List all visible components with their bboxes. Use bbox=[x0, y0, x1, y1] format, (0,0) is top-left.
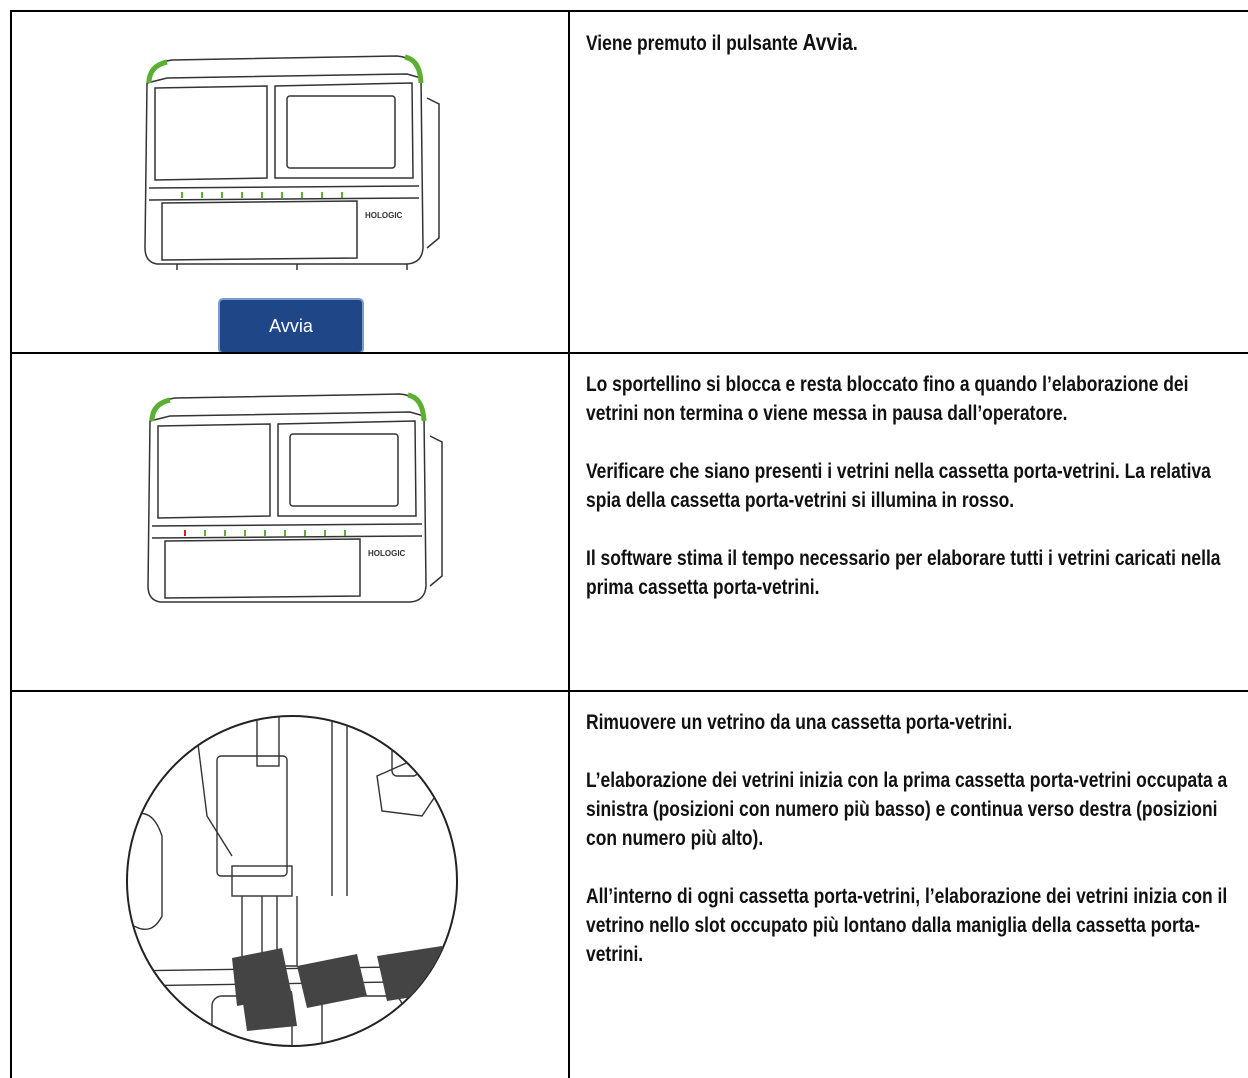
cell-text: Viene premuto il pulsante Avvia. bbox=[586, 28, 1242, 87]
text-cell: Rimuovere un vetrino da una cassetta por… bbox=[568, 690, 1248, 1078]
image-cell: HOLOGIC bbox=[10, 352, 570, 692]
paragraph: Rimuovere un vetrino da una cassetta por… bbox=[586, 711, 1013, 734]
cell-text: Lo sportellino si blocca e resta bloccat… bbox=[586, 370, 1242, 631]
paragraph: Il software stima il tempo necessario pe… bbox=[586, 547, 1221, 599]
emphasis: Avvia bbox=[802, 29, 853, 55]
paragraph: All’interno di ogni cassetta porta-vetri… bbox=[586, 885, 1228, 966]
instrument-illustration: HOLOGIC bbox=[144, 54, 440, 270]
image-cell bbox=[10, 690, 570, 1078]
paragraph: Verificare che siano presenti i vetrini … bbox=[586, 460, 1211, 512]
brand-label: HOLOGIC bbox=[365, 211, 403, 220]
brand-label: HOLOGIC bbox=[368, 549, 406, 558]
text-cell: Lo sportellino si blocca e resta bloccat… bbox=[568, 352, 1248, 692]
paragraph: Viene premuto il pulsante Avvia. bbox=[586, 28, 1242, 58]
paragraph: L’elaborazione dei vetrini inizia con la… bbox=[586, 769, 1228, 850]
instrument-illustration: HOLOGIC bbox=[147, 392, 443, 603]
text-cell: Viene premuto il pulsante Avvia. bbox=[568, 10, 1248, 354]
image-cell: HOLOGIC Avvia bbox=[10, 10, 570, 354]
start-button[interactable]: Avvia bbox=[218, 298, 364, 354]
text: . bbox=[852, 32, 858, 55]
cell-text: Rimuovere un vetrino da una cassetta por… bbox=[586, 708, 1242, 998]
text: Viene premuto il pulsante bbox=[586, 32, 803, 55]
paragraph: Lo sportellino si blocca e resta bloccat… bbox=[586, 373, 1189, 425]
mechanism-illustration bbox=[126, 715, 458, 1047]
